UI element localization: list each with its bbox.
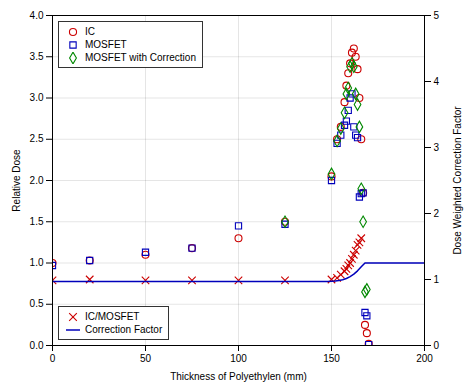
html-text:IC/MOSFET: IC/MOSFET — [85, 311, 140, 322]
svg-text:5: 5 — [434, 10, 440, 21]
html-text:MOSFET: MOSFET — [85, 39, 127, 50]
svg-text:1.5: 1.5 — [30, 216, 44, 227]
svg-text:2.0: 2.0 — [30, 175, 44, 186]
svg-text:100: 100 — [230, 353, 247, 364]
svg-text:Dose Weighted Correction Facto: Dose Weighted Correction Factor — [452, 106, 463, 255]
svg-text:0.0: 0.0 — [30, 340, 44, 351]
svg-text:3.0: 3.0 — [30, 92, 44, 103]
svg-text:150: 150 — [323, 353, 340, 364]
svg-text:Thickness of Polyethylen (mm): Thickness of Polyethylen (mm) — [170, 371, 307, 382]
html-text:IC: IC — [85, 26, 95, 37]
svg-text:0: 0 — [50, 353, 56, 364]
svg-text:3: 3 — [434, 142, 440, 153]
svg-text:1: 1 — [434, 274, 440, 285]
svg-text:4: 4 — [434, 76, 440, 87]
svg-text:0: 0 — [434, 340, 440, 351]
svg-text:50: 50 — [140, 353, 152, 364]
svg-text:4.0: 4.0 — [30, 10, 44, 21]
svg-text:Relative Dose: Relative Dose — [11, 149, 22, 212]
svg-text:200: 200 — [416, 353, 433, 364]
svg-text:1.0: 1.0 — [30, 257, 44, 268]
svg-text:3.5: 3.5 — [30, 51, 44, 62]
svg-text:0.5: 0.5 — [30, 298, 44, 309]
svg-text:2.5: 2.5 — [30, 133, 44, 144]
html-text:MOSFET with Correction: MOSFET with Correction — [85, 52, 196, 63]
html-text:Correction Factor: Correction Factor — [85, 324, 163, 335]
svg-text:2: 2 — [434, 208, 440, 219]
